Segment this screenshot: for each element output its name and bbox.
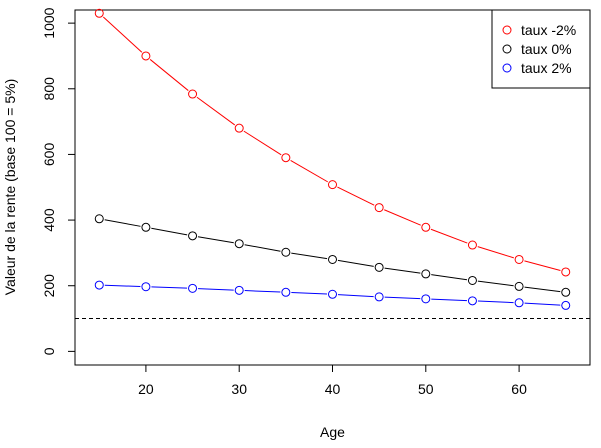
legend-marker (502, 25, 512, 35)
data-point (141, 51, 151, 61)
x-axis: 20 30 40 50 60 (138, 365, 527, 397)
legend-label: taux 2% (521, 60, 572, 76)
series-layer (94, 8, 571, 310)
series-segment (384, 267, 421, 274)
data-point (514, 281, 524, 291)
series-segment (477, 246, 514, 259)
series-0 (94, 8, 571, 277)
series-segment (198, 288, 234, 291)
data-point (421, 294, 431, 304)
data-point (328, 254, 337, 264)
legend-label: taux -2% (521, 22, 576, 38)
series-segment (291, 292, 328, 295)
series-segment (524, 260, 561, 272)
data-point (188, 283, 198, 293)
series-segment (524, 302, 561, 306)
data-point (94, 8, 104, 18)
legend-label: taux 0% (521, 41, 572, 57)
legend-box (491, 9, 591, 89)
data-point (94, 214, 104, 224)
series-segment (337, 259, 374, 267)
data-point (374, 262, 384, 272)
series-segment (149, 59, 189, 91)
data-point (374, 292, 384, 302)
data-point (421, 269, 431, 279)
series-segment (384, 209, 421, 226)
y-tick-label: 600 (41, 143, 57, 167)
data-point (234, 123, 244, 133)
series-segment (477, 280, 514, 287)
y-tick-label: 400 (41, 208, 57, 232)
series-1 (94, 214, 571, 297)
data-point (188, 89, 198, 99)
y-axis-title: Valeur de la rente (base 100 = 5%) (2, 79, 18, 296)
data-point (421, 222, 431, 232)
x-tick-label: 30 (231, 381, 247, 397)
legend-marker (502, 63, 512, 73)
y-tick-label: 0 (41, 347, 57, 355)
data-point (188, 231, 198, 241)
series-segment (197, 236, 234, 244)
legend: taux -2% taux 0% taux 2% (491, 9, 591, 89)
data-point (514, 254, 524, 264)
series-segment (384, 296, 421, 300)
data-point (281, 247, 291, 257)
x-tick-label: 60 (511, 381, 527, 397)
data-point (561, 300, 571, 310)
series-segment (477, 300, 514, 304)
data-point (281, 153, 291, 163)
legend-marker (502, 44, 512, 54)
series-segment (431, 274, 468, 281)
y-axis: 0 200 400 600 800 1000 (41, 7, 75, 355)
data-point (328, 180, 337, 190)
series-segment (337, 294, 374, 298)
data-point (234, 285, 244, 295)
series-segment (196, 96, 236, 126)
x-tick-label: 50 (418, 381, 434, 397)
x-tick-label: 20 (138, 381, 154, 397)
data-point (514, 298, 524, 308)
series-segment (243, 130, 282, 156)
data-point (467, 275, 477, 285)
data-point (234, 239, 244, 249)
series-segment (104, 284, 141, 288)
series-segment (291, 252, 328, 260)
y-tick-label: 1000 (41, 7, 57, 38)
data-point (561, 267, 571, 277)
data-point (281, 287, 291, 297)
series-segment (290, 160, 328, 183)
data-point (328, 289, 337, 299)
series-segment (337, 186, 375, 206)
series-segment (524, 286, 561, 293)
series-segment (431, 298, 467, 302)
series-segment (151, 286, 188, 289)
series-segment (104, 219, 141, 227)
data-point (467, 296, 477, 306)
data-point (94, 280, 104, 290)
data-point (467, 240, 477, 250)
series-segment (151, 227, 188, 236)
y-tick-label: 800 (41, 77, 57, 101)
y-tick-label: 200 (41, 274, 57, 298)
data-point (141, 282, 151, 292)
data-point (561, 287, 571, 297)
data-point (374, 203, 384, 213)
series-segment (244, 290, 281, 293)
data-point (141, 222, 151, 232)
series-2 (94, 280, 571, 310)
series-segment (102, 16, 143, 53)
series-segment (430, 228, 468, 244)
x-tick-label: 40 (325, 381, 341, 397)
series-segment (244, 244, 281, 252)
x-axis-title: Age (320, 424, 345, 440)
